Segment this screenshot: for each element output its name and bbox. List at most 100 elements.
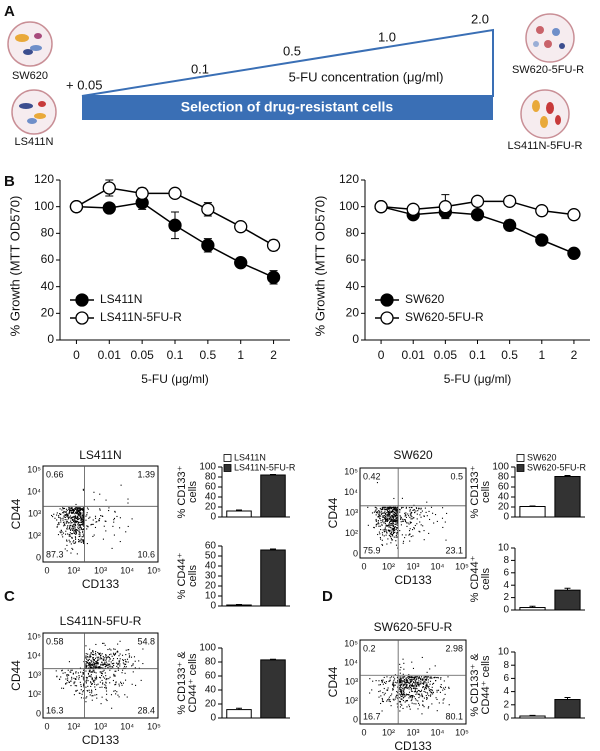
event-dot [76,508,78,510]
event-dot [70,671,72,673]
event-dot [425,679,427,681]
event-dot [389,535,391,537]
event-dot [80,515,82,517]
event-dot [94,679,96,681]
event-dot [113,519,115,521]
event-dot [54,517,56,519]
bar [260,659,286,719]
quadrant-percent: 0.5 [450,471,463,481]
event-dot [95,672,97,674]
y-tick-label: 60 [346,252,360,266]
event-dot [392,689,394,691]
x-tick-label: 10⁵ [147,721,161,731]
y-tick-label: 40 [205,492,217,503]
y-tick-label: 10³ [345,507,358,517]
event-dot [385,517,387,519]
event-dot [423,697,425,699]
event-dot [78,531,80,533]
event-dot [66,515,68,517]
event-dot [405,678,407,681]
x-tick-label: 2 [571,348,578,362]
y-tick-label: 10³ [28,670,41,680]
event-dot [59,531,61,533]
event-dot [409,540,411,542]
event-dot [88,664,90,666]
event-dot [432,682,435,684]
legend-swatch [516,464,525,472]
event-dot [65,678,67,680]
event-dot [414,684,416,686]
event-dot [92,659,94,661]
event-dot [384,512,386,514]
event-dot [431,689,434,691]
event-dot [397,511,399,513]
event-dot [85,661,87,663]
error-bar [236,604,242,605]
event-dot [386,524,388,527]
event-dot [87,661,89,663]
event-dot [123,665,126,667]
y-tick-label: 6 [503,567,509,578]
event-dot [391,693,393,695]
event-dot [409,708,411,710]
data-point [102,201,116,215]
event-dot [396,532,398,534]
event-dot [72,526,74,528]
event-dot [401,506,403,509]
event-dot [423,676,425,678]
event-dot [74,678,76,680]
event-dot [109,669,111,671]
cell-label: LS411N-5FU-R [508,140,583,152]
event-dot [83,534,85,537]
event-dot [418,680,420,682]
bar [260,474,286,518]
y-tick-label: 120 [339,172,359,186]
event-dot [406,706,408,708]
event-dot [404,519,406,521]
event-dot [387,517,389,519]
event-dot [105,654,107,656]
event-dot [107,667,109,669]
event-dot [385,681,387,683]
event-dot [443,698,445,700]
event-dot [89,663,91,665]
event-dot [386,531,388,533]
event-dot [380,695,382,697]
event-dot [72,519,74,521]
event-dot [393,508,395,510]
event-dot [76,676,78,678]
event-dot [75,520,77,522]
event-dot [74,537,77,539]
event-dot [98,666,100,668]
y-axis-label: cells [480,481,492,504]
event-dot [392,524,394,526]
quadrant-percent: 0.66 [46,469,64,479]
event-dot [90,652,92,654]
event-dot [439,691,441,693]
event-dot [416,691,418,693]
x-tick-label: 10⁵ [455,561,469,571]
event-dot [77,518,79,520]
event-dot [394,523,396,525]
event-dot [113,673,115,675]
y-tick-label: 100 [34,199,54,213]
event-dot [374,510,376,512]
event-dot [51,514,53,517]
y-tick-label: 100 [199,462,216,473]
event-dot [116,691,118,693]
event-dot [400,507,403,509]
event-dot [83,525,85,527]
panel-label: D [322,588,333,605]
event-dot [442,689,444,691]
bar [554,476,581,518]
event-dot [99,681,101,683]
event-dot [77,517,79,519]
event-dot [415,693,417,695]
event-dot [407,522,409,524]
event-dot [418,685,420,687]
event-dot [409,516,411,518]
event-dot [122,669,124,671]
event-dot [371,512,374,514]
event-dot [392,519,394,521]
y-tick-label: 20 [498,502,510,513]
